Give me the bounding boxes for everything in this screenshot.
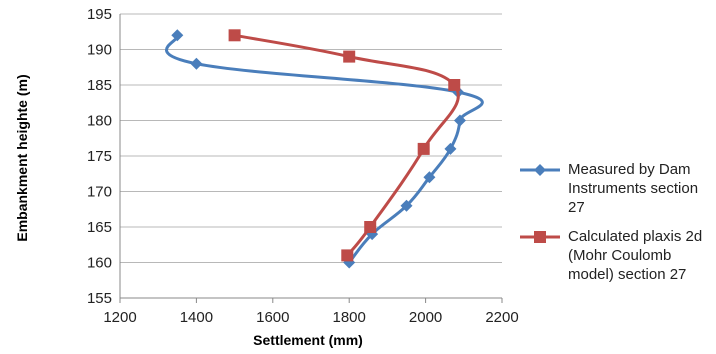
y-tick-label-175: 175: [87, 148, 112, 165]
y-tick-label-180: 180: [87, 113, 112, 130]
legend-swatch-calculated: [518, 227, 562, 247]
y-axis-title: Embankment heighte (m): [14, 74, 30, 241]
series-0-point-7: [190, 57, 203, 70]
y-tick-label-155: 155: [87, 290, 112, 307]
y-tick-label-170: 170: [87, 184, 112, 201]
x-tick-label-1400: 1400: [180, 309, 213, 326]
legend-label-measured: Measured by Dam Instruments section 27: [568, 161, 699, 216]
x-tick-label-1600: 1600: [256, 309, 289, 326]
x-axis-title: Settlement (mm): [253, 332, 363, 348]
series-1-point-1: [364, 221, 377, 233]
y-tick-label-185: 185: [87, 77, 112, 94]
legend-item-calculated: Calculated plaxis 2d (Mohr Coulomb model…: [518, 227, 714, 284]
y-tick-label-160: 160: [87, 255, 112, 272]
series-1-point-3: [448, 79, 461, 91]
x-tick-label-1800: 1800: [333, 309, 366, 326]
y-tick-labels: 155 160 165 170 175 180 185 190 195: [87, 6, 112, 307]
series-0-point-8: [171, 29, 184, 42]
legend: Measured by Dam Instruments section 27 C…: [518, 160, 714, 294]
series-0-point-2: [400, 199, 413, 212]
plot-area: [165, 29, 484, 269]
x-tick-label-2200: 2200: [485, 309, 518, 326]
y-tick-label-190: 190: [87, 42, 112, 59]
y-tick-label-195: 195: [87, 6, 112, 23]
series-1-point-5: [228, 29, 241, 42]
series-line-0: [165, 33, 484, 264]
y-tick-label-165: 165: [87, 219, 112, 236]
legend-item-measured: Measured by Dam Instruments section 27: [518, 160, 714, 217]
grid-lines: [120, 13, 502, 263]
x-tick-labels: 1200 1400 1600 1800 2000 2200: [103, 309, 518, 326]
legend-swatch-measured: [518, 160, 562, 180]
x-tick-label-2000: 2000: [409, 309, 442, 326]
legend-label-calculated: Calculated plaxis 2d (Mohr Coulomb model…: [568, 228, 703, 283]
series-0-point-5: [453, 114, 466, 127]
x-tick-label-1200: 1200: [103, 309, 136, 326]
series-1-point-0: [341, 249, 354, 262]
series-0-point-3: [423, 171, 436, 184]
series-0-point-4: [444, 142, 457, 155]
series-1-point-4: [343, 50, 356, 63]
series-1-point-2: [417, 142, 430, 155]
axes: [119, 14, 503, 303]
